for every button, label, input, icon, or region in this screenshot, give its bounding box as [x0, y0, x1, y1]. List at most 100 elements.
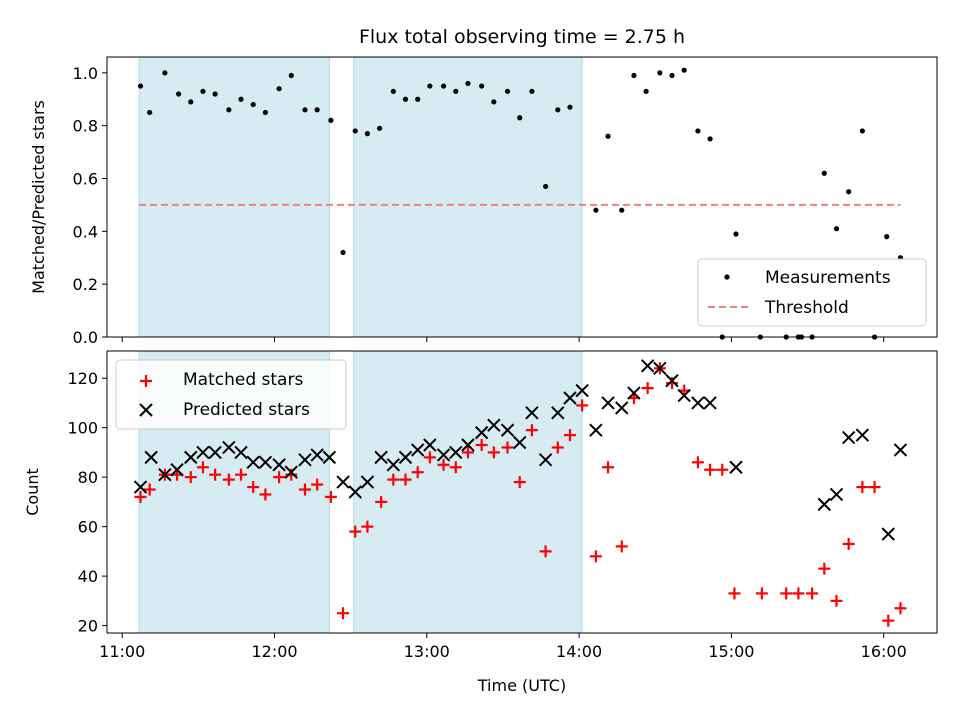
matched-star-point: [349, 525, 362, 538]
legend-label-predicted: Predicted stars: [183, 400, 310, 420]
y-tick-label: 0.0: [73, 328, 98, 347]
measurement-point: [226, 107, 232, 113]
matched-star-point: [755, 587, 768, 600]
x-tick-label: 13:00: [404, 642, 450, 661]
predicted-star-point: [551, 406, 565, 420]
matched-star-point: [716, 463, 729, 476]
measurement-point: [631, 72, 637, 79]
y-tick-label: 80: [78, 468, 98, 487]
matched-star-point: [259, 488, 272, 501]
matched-star-point: [298, 483, 311, 496]
predicted-star-point: [144, 450, 158, 465]
measurement-point: [162, 70, 168, 76]
matched-star-point: [501, 441, 514, 454]
predicted-star-point: [386, 458, 401, 472]
observing-intervals: [138, 56, 583, 338]
matched-star-point: [361, 520, 374, 533]
measurement-point: [707, 136, 713, 142]
measurement-point: [250, 101, 256, 108]
bottom-panel: 20 40 60 80 100 120 11:00 12:00 13:00 14:00 15:00…: [23, 350, 938, 695]
matched-star-point: [856, 481, 869, 494]
matched-star-point: [487, 446, 500, 459]
matched-star-point: [273, 471, 286, 484]
y-tick-label: 40: [78, 567, 98, 586]
measurement-point: [328, 117, 334, 123]
predicted-star-point: [640, 359, 655, 373]
predicted-star-point: [170, 463, 184, 477]
x-tick-label: 14:00: [556, 642, 602, 661]
predicted-star-point: [855, 428, 870, 442]
measurement-point: [657, 70, 663, 76]
bottom-x-ticks: 11:00 12:00 13:00 14:00 15:00 16:00: [99, 633, 907, 661]
measurement-point: [147, 109, 153, 116]
predicted-star-point: [513, 435, 527, 450]
predicted-star-point: [729, 460, 743, 474]
predicted-star-point: [563, 391, 577, 405]
y-tick-label: 0.8: [73, 117, 98, 136]
measurement-point: [364, 131, 371, 137]
predicted-star-point: [627, 386, 641, 400]
measurement-point: [669, 72, 675, 79]
predicted-star-point: [208, 445, 222, 460]
predicted-star-point: [601, 396, 615, 410]
matched-star-point: [399, 473, 412, 486]
y-tick-label: 100: [67, 419, 98, 438]
predicted-star-point: [817, 497, 832, 512]
shaded-interval-1: [353, 56, 583, 338]
matched-star-point: [704, 463, 717, 476]
matched-star-point: [411, 466, 424, 479]
measurement-point: [314, 107, 320, 113]
measurement-point: [453, 88, 459, 94]
matched-star-point: [387, 473, 400, 486]
x-tick-label: 12:00: [251, 642, 297, 661]
predicted-star-point: [158, 467, 172, 482]
chart-title: Flux total observing time = 2.75 h: [359, 26, 685, 48]
x-axis-label: Time (UTC): [477, 676, 566, 695]
matched-star-point: [375, 495, 388, 508]
measurement-point: [529, 88, 535, 94]
measurement-point: [390, 88, 396, 94]
matched-star-point: [842, 537, 855, 550]
predicted-star-point: [525, 406, 539, 420]
y-tick-label: 120: [67, 369, 98, 388]
predicted-star-point: [246, 455, 260, 470]
measurement-point: [859, 128, 865, 134]
predicted-star-point: [538, 453, 553, 467]
matched-stars-points: [134, 362, 907, 627]
matched-star-point: [247, 481, 260, 494]
measurement-point: [593, 207, 599, 213]
measurement-point: [402, 96, 409, 102]
measurement-point: [504, 88, 511, 94]
measurement-point: [605, 133, 611, 139]
measurement-point: [491, 99, 497, 105]
matched-star-point: [196, 461, 209, 474]
predicted-star-point: [653, 361, 667, 376]
bottom-y-ticks: 20 40 60 80 100 120: [67, 369, 107, 636]
predicted-star-point: [184, 450, 198, 465]
matched-star-point: [475, 439, 488, 451]
predicted-star-point: [272, 458, 286, 472]
measurement-point: [415, 96, 421, 102]
measurement-point: [681, 67, 687, 73]
measurement-point: [262, 109, 268, 116]
legend-dot-marker: [724, 274, 730, 280]
matched-star-point: [222, 473, 235, 486]
predicted-star-point: [336, 475, 350, 489]
predicted-star-point: [703, 396, 717, 410]
shaded-interval-1: [353, 350, 583, 634]
top-panel: Flux total observing time = 2.75 h 0.0 0.…: [29, 26, 938, 347]
measurement-point: [352, 128, 358, 134]
matched-star-point: [589, 550, 602, 563]
matched-star-point: [539, 545, 552, 558]
matched-star-point: [728, 587, 741, 600]
measurement-point: [340, 249, 346, 256]
measurement-point: [465, 80, 471, 87]
measurement-point: [200, 88, 206, 94]
predicted-star-point: [234, 445, 248, 460]
measurement-point: [884, 234, 890, 240]
predicted-star-point: [677, 388, 691, 403]
predicted-star-point: [360, 475, 375, 489]
predicted-star-point: [487, 418, 501, 432]
measurement-point: [427, 83, 433, 89]
